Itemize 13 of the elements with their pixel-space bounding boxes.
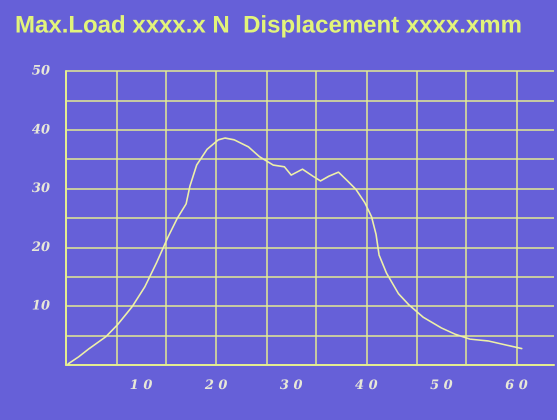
x-tick-label: 1 0 <box>130 378 152 393</box>
x-tick-label: 6 0 <box>505 378 528 393</box>
line-series <box>67 137 523 365</box>
x-tick-label: 2 0 <box>204 378 228 393</box>
x-tick-label: 5 0 <box>430 378 453 393</box>
y-tick-label: 10 <box>32 298 50 314</box>
y-tick-label: 20 <box>30 240 50 255</box>
x-tick-label: 3 0 <box>280 378 303 393</box>
chart-title: Max.Load xxxx.x N Displacement xxxx.xmm <box>15 12 522 38</box>
y-tick-label: 50 <box>32 64 50 78</box>
y-tick-label: 40 <box>32 122 50 138</box>
x-tick-label: 4 0 <box>354 378 378 393</box>
y-tick-label: 30 <box>32 181 50 196</box>
